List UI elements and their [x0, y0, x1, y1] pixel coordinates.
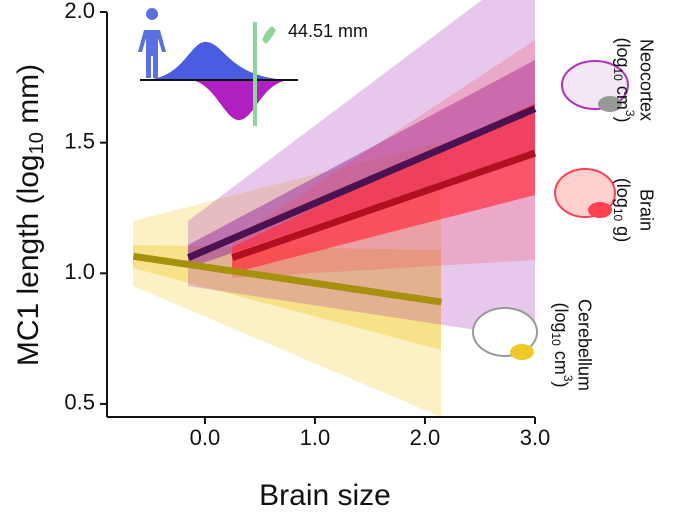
regression-line [231, 149, 537, 261]
legend-label: Cerebellum [574, 299, 594, 391]
cerebellum-icon [472, 307, 538, 357]
y-label-sub: 10 [26, 132, 48, 154]
cerebellum-icon-cerebellum [510, 344, 534, 360]
x-axis-label: Brain size [259, 479, 391, 512]
legend-unit-part: 3 [623, 110, 637, 117]
x-tick-label: 2.0 [410, 425, 441, 450]
regression-line [187, 105, 537, 261]
x-tick-label: 3.0 [520, 425, 551, 450]
legend-unit-part: (log [551, 302, 571, 332]
y-label-end: mm) [12, 64, 45, 132]
annotation: 44.51 mm [288, 21, 368, 41]
legend-unit: (log10 g) [611, 178, 633, 242]
legend-unit-part: g [613, 221, 633, 236]
human-silhouette [138, 8, 166, 78]
bone-icon [262, 26, 276, 44]
regression-line [132, 252, 442, 306]
legend-label: Brain [636, 189, 656, 231]
posterior-clouds [133, 0, 535, 417]
legend-unit-part: cm [551, 346, 571, 375]
legend-unit-part: ) [613, 117, 633, 123]
legend-unit-part: (log [613, 178, 633, 208]
x-tick-label: 1.0 [300, 425, 331, 450]
neocortex-cloud-core [188, 60, 535, 268]
neocortex-icon-cerebellum [598, 96, 622, 112]
legend-unit-part: 10 [611, 67, 625, 81]
legend-unit: (log10 cm3) [611, 37, 637, 122]
y-tick-label: 1.5 [64, 128, 95, 153]
brain-icon-cerebellum [588, 202, 612, 218]
legend-label: Neocortex [636, 39, 656, 121]
legend-unit-part: 10 [549, 332, 563, 346]
blue-distribution [145, 41, 290, 80]
y-axis-label: MC1 length (log10 mm) [12, 64, 48, 366]
y-label-main: MC1 length (log [12, 154, 45, 366]
inset: 44.51 mm [138, 8, 368, 126]
brain-icons [472, 60, 629, 360]
legend-unit-part: ) [551, 382, 571, 388]
y-tick-label: 0.5 [64, 390, 95, 415]
legend-unit-part: (log [613, 37, 633, 67]
cerebellum-cloud-core [133, 245, 441, 350]
legend-unit-part: 10 [611, 208, 625, 222]
y-tick-label: 2.0 [64, 0, 95, 23]
y-tick-label: 1.0 [64, 259, 95, 284]
legend-unit-part: cm [613, 81, 633, 110]
legend-unit: (log10 cm3) [549, 302, 575, 387]
legend-unit-part: ) [613, 236, 633, 242]
legend-unit-part: 3 [561, 375, 575, 382]
purple-distribution [190, 80, 290, 121]
x-tick-label: 0.0 [190, 425, 221, 450]
